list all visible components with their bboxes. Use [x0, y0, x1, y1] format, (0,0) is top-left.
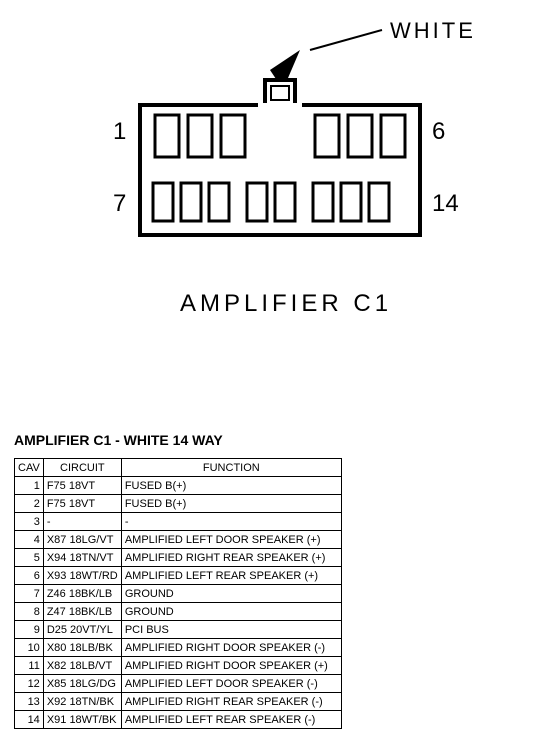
cell-circuit: X94 18TN/VT	[43, 549, 121, 567]
pinout-table: CAV CIRCUIT FUNCTION 1F75 18VTFUSED B(+)…	[14, 458, 342, 729]
pin-label-6: 6	[432, 118, 445, 146]
cell-cav: 9	[15, 621, 44, 639]
table-row: 10X80 18LB/BKAMPLIFIED RIGHT DOOR SPEAKE…	[15, 639, 342, 657]
cell-function: AMPLIFIED RIGHT REAR SPEAKER (+)	[121, 549, 341, 567]
cell-function: AMPLIFIED LEFT DOOR SPEAKER (+)	[121, 531, 341, 549]
table-row: 12X85 18LG/DGAMPLIFIED LEFT DOOR SPEAKER…	[15, 675, 342, 693]
table-title: AMPLIFIER C1 - WHITE 14 WAY	[14, 432, 223, 448]
cell-cav: 3	[15, 513, 44, 531]
table-row: 9D25 20VT/YLPCI BUS	[15, 621, 342, 639]
table-header-row: CAV CIRCUIT FUNCTION	[15, 459, 342, 477]
cell-circuit: X93 18WT/RD	[43, 567, 121, 585]
cell-cav: 7	[15, 585, 44, 603]
connector-outline	[0, 0, 549, 260]
cell-function: FUSED B(+)	[121, 495, 341, 513]
cell-cav: 4	[15, 531, 44, 549]
table-row: 3--	[15, 513, 342, 531]
table-row: 6X93 18WT/RDAMPLIFIED LEFT REAR SPEAKER …	[15, 567, 342, 585]
table-row: 14X91 18WT/BKAMPLIFIED LEFT REAR SPEAKER…	[15, 711, 342, 729]
cell-circuit: D25 20VT/YL	[43, 621, 121, 639]
pin-label-1: 1	[113, 118, 126, 146]
cell-circuit: Z47 18BK/LB	[43, 603, 121, 621]
cell-circuit: X82 18LB/VT	[43, 657, 121, 675]
cell-circuit: X91 18WT/BK	[43, 711, 121, 729]
cell-cav: 8	[15, 603, 44, 621]
table-row: 2F75 18VTFUSED B(+)	[15, 495, 342, 513]
cell-function: FUSED B(+)	[121, 477, 341, 495]
cell-circuit: X87 18LG/VT	[43, 531, 121, 549]
cell-circuit: -	[43, 513, 121, 531]
cell-cav: 2	[15, 495, 44, 513]
table-row: 7Z46 18BK/LBGROUND	[15, 585, 342, 603]
cell-circuit: F75 18VT	[43, 495, 121, 513]
table-row: 11X82 18LB/VTAMPLIFIED RIGHT DOOR SPEAKE…	[15, 657, 342, 675]
cell-cav: 5	[15, 549, 44, 567]
cell-function: AMPLIFIED LEFT REAR SPEAKER (+)	[121, 567, 341, 585]
cell-cav: 11	[15, 657, 44, 675]
cell-circuit: F75 18VT	[43, 477, 121, 495]
table-row: 1F75 18VTFUSED B(+)	[15, 477, 342, 495]
cell-function: -	[121, 513, 341, 531]
cell-function: GROUND	[121, 603, 341, 621]
cell-function: AMPLIFIED LEFT DOOR SPEAKER (-)	[121, 675, 341, 693]
cell-circuit: Z46 18BK/LB	[43, 585, 121, 603]
header-cav: CAV	[15, 459, 44, 477]
cell-circuit: X85 18LG/DG	[43, 675, 121, 693]
cell-cav: 6	[15, 567, 44, 585]
table-row: 4X87 18LG/VTAMPLIFIED LEFT DOOR SPEAKER …	[15, 531, 342, 549]
cell-function: AMPLIFIED RIGHT DOOR SPEAKER (+)	[121, 657, 341, 675]
cell-cav: 10	[15, 639, 44, 657]
table-row: 5X94 18TN/VTAMPLIFIED RIGHT REAR SPEAKER…	[15, 549, 342, 567]
header-circuit: CIRCUIT	[43, 459, 121, 477]
cell-circuit: X92 18TN/BK	[43, 693, 121, 711]
cell-function: AMPLIFIED RIGHT REAR SPEAKER (-)	[121, 693, 341, 711]
cell-cav: 12	[15, 675, 44, 693]
table-row: 8Z47 18BK/LBGROUND	[15, 603, 342, 621]
connector-title: AMPLIFIER C1	[180, 290, 392, 318]
pin-label-14: 14	[432, 190, 459, 218]
cell-cav: 14	[15, 711, 44, 729]
cell-function: AMPLIFIED LEFT REAR SPEAKER (-)	[121, 711, 341, 729]
cell-circuit: X80 18LB/BK	[43, 639, 121, 657]
header-function: FUNCTION	[121, 459, 341, 477]
cell-function: GROUND	[121, 585, 341, 603]
cell-cav: 13	[15, 693, 44, 711]
cell-cav: 1	[15, 477, 44, 495]
cell-function: PCI BUS	[121, 621, 341, 639]
cell-function: AMPLIFIED RIGHT DOOR SPEAKER (-)	[121, 639, 341, 657]
table-row: 13X92 18TN/BKAMPLIFIED RIGHT REAR SPEAKE…	[15, 693, 342, 711]
pin-label-7: 7	[113, 190, 126, 218]
connector-diagram: WHITE 1 6 7 14 AMPLIFIER C1	[0, 0, 549, 360]
